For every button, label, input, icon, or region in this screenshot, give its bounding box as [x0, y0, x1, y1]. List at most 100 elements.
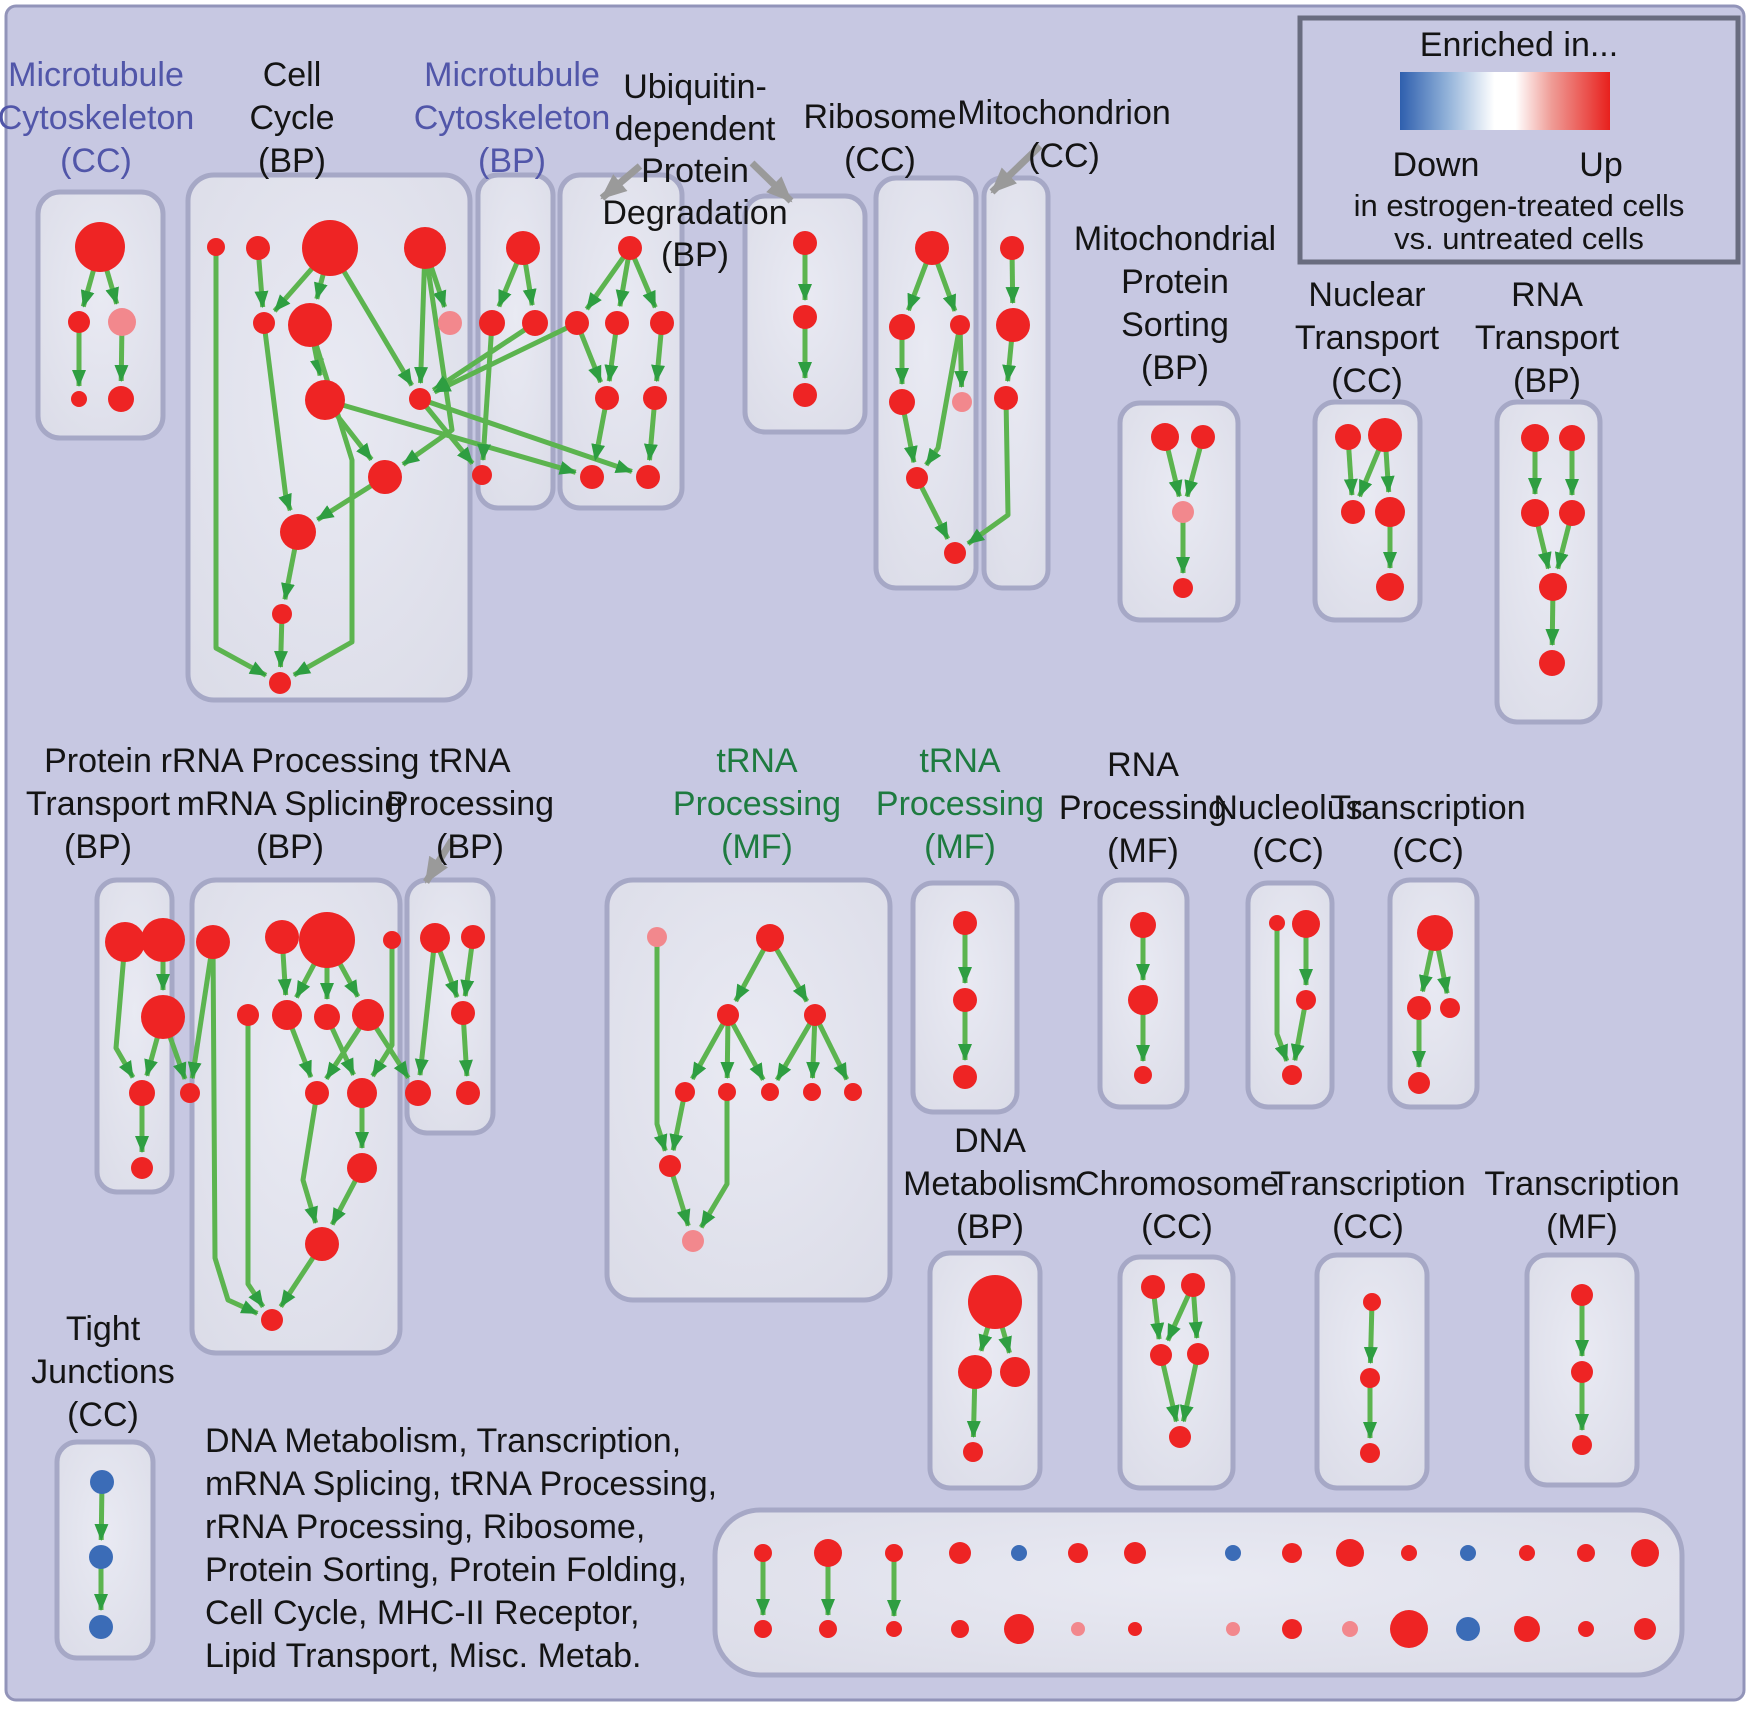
- legend-down-label: Down: [1393, 146, 1480, 184]
- gene-node-t12: [305, 1227, 339, 1261]
- gene-node-p2: [141, 918, 185, 962]
- gene-node-u3: [605, 311, 629, 335]
- gene-node-r7: [944, 542, 966, 564]
- edge-u2-n9: [433, 320, 579, 395]
- edge-mt3-r7: [966, 397, 1011, 546]
- gene-node-r4: [889, 389, 915, 415]
- gene-node-h3: [1000, 1357, 1030, 1387]
- cluster-label-nucleolus: Nucleolus (CC): [1213, 789, 1362, 870]
- gene-node-tj2: [89, 1545, 113, 1569]
- cluster-label-microtubule-cc: Microtubule Cytoskeleton (CC): [0, 56, 194, 180]
- gene-node-nt5: [1376, 573, 1404, 601]
- cluster-box-ribosome-cc: [873, 175, 979, 591]
- gene-node-t13: [261, 1309, 283, 1331]
- gene-node-v3: [793, 383, 817, 407]
- cluster-label-protein-transport: Protein Transport (BP): [26, 742, 171, 866]
- edge-t4-t10: [370, 940, 395, 1078]
- gene-node-n12: [272, 604, 292, 624]
- gene-node-nt4: [1375, 497, 1405, 527]
- gene-node-t11: [347, 1153, 377, 1183]
- gene-node-w2: [461, 925, 485, 949]
- gene-node-bp12b: [1514, 1616, 1540, 1642]
- gene-node-h1: [968, 1275, 1022, 1329]
- gene-node-a1: [75, 222, 125, 272]
- gene-node-e1: [1130, 912, 1156, 938]
- gene-node-m3: [522, 310, 548, 336]
- gene-node-r6: [906, 467, 928, 489]
- gene-node-bp8b: [1282, 1619, 1302, 1639]
- gene-node-i2: [1181, 1273, 1205, 1297]
- gene-node-r1: [915, 231, 949, 265]
- gene-node-j1: [1363, 1293, 1381, 1311]
- gene-node-bp7b: [1226, 1622, 1240, 1636]
- edge-c6-c11: [699, 1092, 730, 1229]
- edge-t1-q0: [187, 941, 216, 1080]
- gene-node-n6: [288, 303, 332, 347]
- gene-node-w5: [456, 1081, 480, 1105]
- legend-up-label: Up: [1579, 146, 1622, 184]
- gene-node-bp9b: [1342, 1621, 1358, 1637]
- gene-node-t2: [265, 920, 299, 954]
- edge-n5-n11: [261, 322, 293, 512]
- gene-node-d1: [953, 911, 977, 935]
- cluster-box-chromosome-cc: [1117, 1254, 1236, 1491]
- gene-node-r5: [952, 392, 972, 412]
- gene-node-bp4t: [1011, 1545, 1027, 1561]
- gene-node-i5: [1169, 1426, 1191, 1448]
- gene-node-bp4b: [1004, 1614, 1034, 1644]
- gene-node-rt4: [1559, 500, 1585, 526]
- misc-categories-text: DNA Metabolism, Transcription, mRNA Splic…: [205, 1422, 717, 1675]
- gene-node-n7: [438, 311, 462, 335]
- cluster-box-misc-categories-strip: [712, 1507, 1685, 1678]
- gene-node-g1: [1417, 915, 1453, 951]
- legend-box: [1297, 15, 1741, 265]
- gene-node-c1: [647, 927, 667, 947]
- gene-node-bp3b: [951, 1620, 969, 1638]
- gene-node-q0: [180, 1083, 200, 1103]
- cluster-label-microtubule-bp: Microtubule Cytoskeleton (BP): [414, 56, 611, 180]
- gene-node-nt1: [1335, 424, 1361, 450]
- gene-node-d3: [953, 1065, 977, 1089]
- gene-node-bp2b: [886, 1621, 902, 1637]
- edge-f1-f4: [1274, 923, 1290, 1062]
- gene-node-s3: [1172, 501, 1194, 523]
- gray-pointer-arrow-ubiquitin-to-right-box: [749, 160, 794, 204]
- gene-node-bp1t: [814, 1539, 842, 1567]
- edge-m2-m4: [477, 322, 495, 461]
- gene-node-bp6t: [1124, 1542, 1146, 1564]
- gene-node-p5: [131, 1157, 153, 1179]
- gene-node-u2: [565, 311, 589, 335]
- gene-node-rt3: [1521, 499, 1549, 527]
- gene-node-m1: [506, 231, 540, 265]
- edge-n4-n10: [401, 247, 455, 467]
- gene-node-t5: [237, 1004, 259, 1026]
- gene-node-c10: [659, 1155, 681, 1177]
- gene-node-i1: [1141, 1275, 1165, 1299]
- gene-node-u7: [580, 465, 604, 489]
- gene-node-e3: [1134, 1066, 1152, 1084]
- gene-node-bp13b: [1578, 1621, 1594, 1637]
- gene-node-n13: [269, 672, 291, 694]
- gene-node-g3: [1440, 998, 1460, 1018]
- cluster-label-nuclear-transport: Nuclear Transport (CC): [1295, 276, 1440, 400]
- gene-node-c3: [717, 1004, 739, 1026]
- gene-node-k3: [1572, 1435, 1592, 1455]
- cluster-label-ubiquitin: Ubiquitin-dependent Protein Degradation (BP…: [602, 68, 787, 274]
- gene-node-c7: [761, 1083, 779, 1101]
- cluster-label-mito-sorting: Mitochondrial Protein Sorting (BP): [1074, 220, 1276, 387]
- edge-i4-i5: [1179, 1353, 1201, 1423]
- gene-node-u1: [618, 236, 642, 260]
- gene-node-n8: [305, 380, 345, 420]
- legend-subtitle-2: vs. untreated cells: [1394, 221, 1644, 256]
- edge-t5-t13: [245, 1015, 266, 1309]
- gene-node-bp0b: [754, 1620, 772, 1638]
- gene-node-bp12t: [1519, 1545, 1535, 1561]
- gene-node-bp7t: [1225, 1545, 1241, 1561]
- gene-node-tj1: [90, 1470, 114, 1494]
- gene-node-bp10b: [1390, 1610, 1428, 1648]
- edge-c3-c7: [725, 1013, 766, 1081]
- gene-node-f4: [1282, 1065, 1302, 1085]
- gene-node-t9: [305, 1081, 329, 1105]
- edge-n9-m4: [418, 397, 475, 465]
